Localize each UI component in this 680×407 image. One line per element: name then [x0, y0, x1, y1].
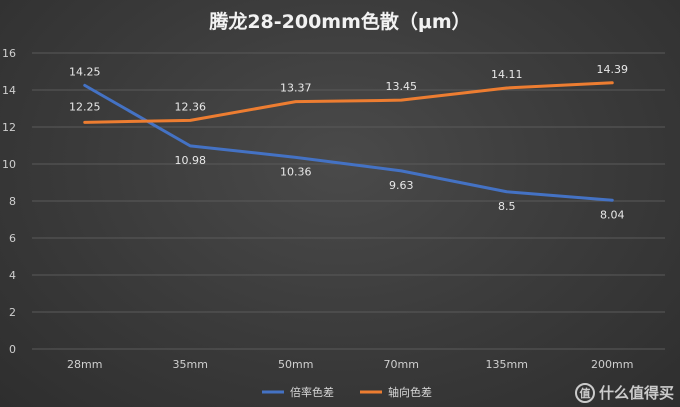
y-axis-ticks: 0 2 4 6 8 10 12 14 16	[2, 47, 16, 356]
data-label-1-1: 12.36	[175, 100, 207, 113]
legend-label-1: 轴向色差	[388, 385, 432, 399]
y-tick-label-6: 6	[9, 232, 16, 245]
data-label-1-5: 14.39	[597, 63, 629, 76]
y-tick-label-10: 10	[2, 158, 16, 171]
data-labels: 14.25 10.98 10.36 9.63 8.5 8.04 12.25 12.36 13.3…	[69, 63, 628, 221]
series-line-0	[83, 83, 614, 202]
data-label-1-3: 13.45	[386, 80, 418, 93]
legend: 倍率色差 轴向色差	[262, 385, 432, 399]
grid-lines	[32, 52, 665, 350]
data-label-0-1: 10.98	[175, 154, 207, 167]
y-tick-label-16: 16	[2, 47, 16, 60]
data-label-0-4: 8.5	[498, 200, 516, 213]
data-label-0-3: 9.63	[389, 179, 414, 192]
chart-title: 腾龙28-200mm色散（μm）	[208, 10, 470, 33]
data-label-0-0: 14.25	[69, 65, 101, 78]
y-tick-label-14: 14	[2, 84, 16, 97]
x-tick-label-135mm: 135mm	[486, 358, 528, 371]
x-tick-label-200mm: 200mm	[591, 358, 633, 371]
x-axis-ticks: 28mm 35mm 50mm 70mm 135mm 200mm	[67, 358, 633, 371]
x-tick-label-28mm: 28mm	[67, 358, 102, 371]
y-tick-label-12: 12	[2, 121, 16, 134]
y-tick-label-2: 2	[9, 306, 16, 319]
data-label-1-2: 13.37	[280, 82, 312, 95]
data-label-0-5: 8.04	[600, 208, 625, 221]
data-label-1-0: 12.25	[69, 100, 101, 113]
x-tick-label-50mm: 50mm	[278, 358, 313, 371]
data-label-0-2: 10.36	[280, 165, 312, 178]
watermark-logo-icon: 值	[574, 382, 595, 403]
x-tick-label-35mm: 35mm	[173, 358, 208, 371]
y-tick-label-4: 4	[9, 269, 16, 282]
watermark: 值 什么值得买	[574, 382, 674, 403]
data-label-1-4: 14.11	[491, 68, 523, 81]
x-tick-label-70mm: 70mm	[384, 358, 419, 371]
series-line-1	[83, 81, 614, 124]
y-tick-label-8: 8	[9, 195, 16, 208]
series-lines	[83, 81, 614, 202]
y-tick-label-0: 0	[9, 343, 16, 356]
watermark-text: 什么值得买	[598, 384, 674, 402]
legend-label-0: 倍率色差	[290, 385, 334, 399]
